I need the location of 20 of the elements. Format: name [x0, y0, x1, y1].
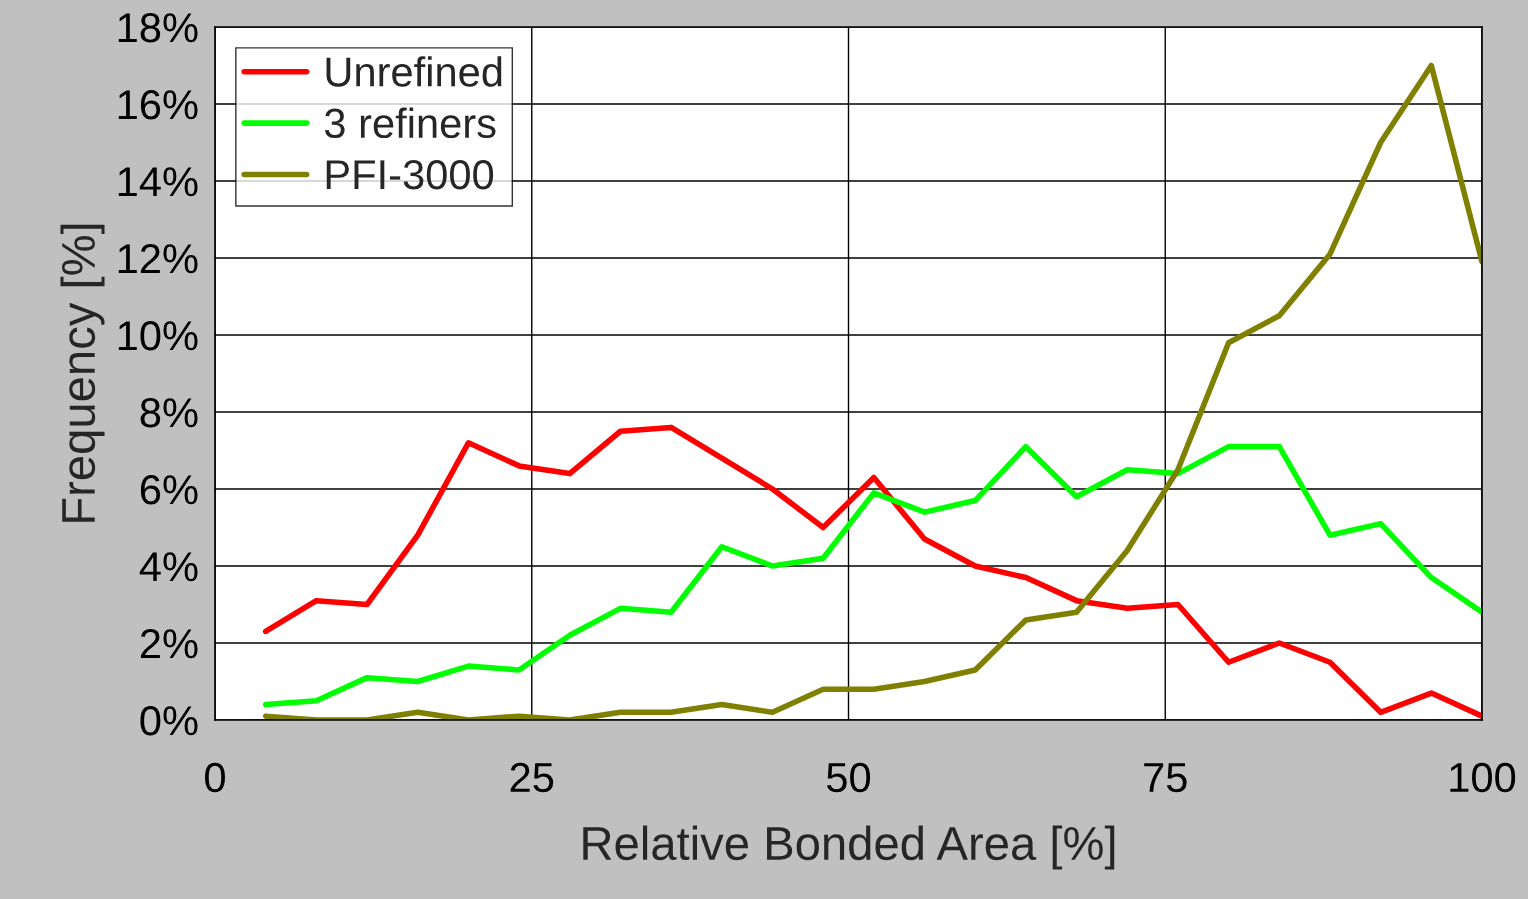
y-axis-title: Frequency [%] [60, 224, 105, 522]
y-tick-label: 16% [118, 90, 198, 120]
y-tick-label: 4% [139, 552, 198, 582]
x-tick-label: 50 [827, 762, 871, 793]
legend-label: PFI-3000 [326, 159, 494, 190]
y-tick-label: 10% [118, 321, 198, 351]
y-tick-label: 14% [118, 167, 198, 197]
y-tick-label: 8% [140, 398, 198, 428]
y-tick-label: 12% [118, 244, 198, 274]
x-tick-label: 75 [1144, 763, 1187, 793]
x-axis-title: Relative Bonded Area [%] [583, 825, 1115, 870]
y-tick-label: 2% [140, 629, 198, 659]
y-tick-label: 18% [118, 13, 198, 43]
legend-label: Unrefined [326, 56, 502, 87]
x-tick-label: 0 [205, 762, 225, 793]
x-tick-label: 100 [1450, 762, 1516, 793]
legend-label: 3 refiners [324, 107, 496, 139]
y-tick-label: 6% [140, 475, 198, 505]
x-tick-label: 25 [510, 762, 554, 793]
y-tick-label: 0% [140, 706, 198, 736]
